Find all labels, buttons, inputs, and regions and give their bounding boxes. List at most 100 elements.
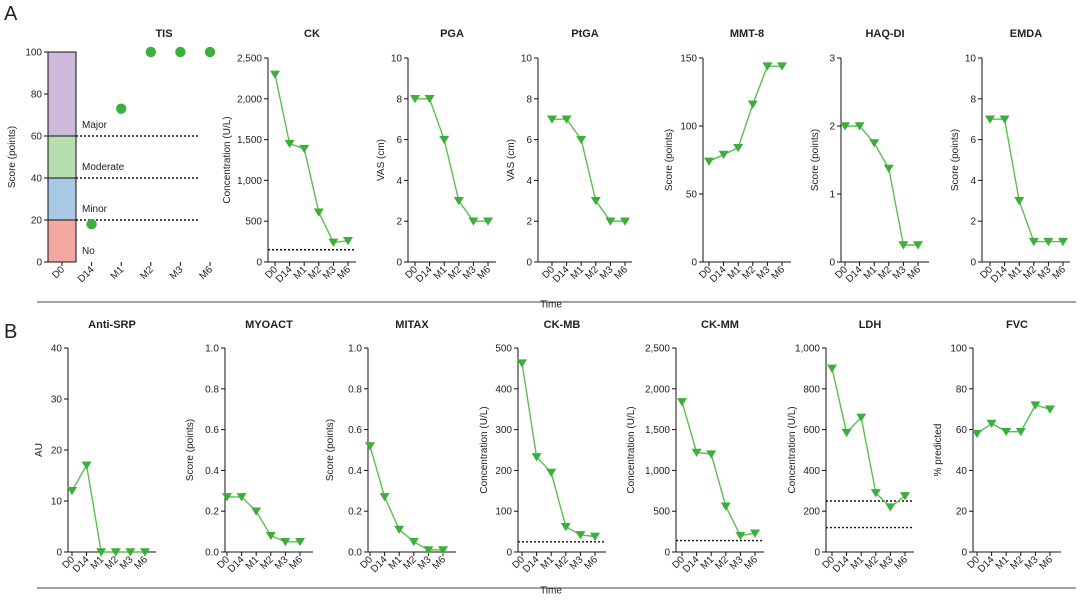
y-tick-label: 6: [396, 135, 402, 146]
y-axis-label: Concentration (U/L): [222, 116, 233, 203]
data-point-marker: [560, 522, 571, 532]
time-label-a: Time: [540, 300, 562, 311]
data-point-marker: [986, 419, 997, 428]
y-tick-label: 8: [526, 94, 532, 105]
y-tick-label: 0.8: [348, 384, 362, 395]
panel-label-b: B: [4, 321, 17, 343]
data-point-marker: [410, 95, 420, 104]
x-tick-label: D0: [50, 264, 67, 281]
chart-title: LDH: [859, 319, 882, 331]
y-tick-label: 400: [803, 466, 820, 477]
chart-title: TIS: [155, 28, 172, 40]
chart-title: EMDA: [1010, 28, 1042, 40]
series-line: [552, 118, 625, 222]
x-tick-label: M6: [336, 264, 354, 282]
y-tick-label: 20: [31, 216, 43, 227]
y-tick-label: 0: [970, 258, 976, 269]
y-tick-label: 100: [950, 344, 967, 355]
data-point-marker: [1028, 237, 1039, 247]
data-point-marker: [898, 241, 909, 250]
y-tick-label: 800: [803, 384, 820, 395]
y-tick-label: 500: [245, 217, 262, 228]
chart-ckmm: 05001,0001,5002,0002,500D0D14M1M2M3M6CK-…: [626, 319, 764, 575]
series-line: [845, 125, 918, 246]
data-point-marker: [204, 46, 216, 58]
data-point-marker: [547, 115, 557, 124]
y-tick-label: 20: [956, 507, 968, 518]
data-point-marker: [145, 46, 156, 58]
data-point-marker: [236, 493, 247, 502]
y-tick-label: 500: [653, 507, 670, 518]
y-tick-label: 1.0: [348, 344, 362, 355]
data-point-marker: [706, 450, 717, 459]
data-point-marker: [546, 468, 557, 477]
y-axis-label: Concentration (U/L): [626, 406, 637, 493]
y-tick-label: 1,500: [645, 425, 670, 436]
y-tick-label: 40: [51, 344, 63, 355]
y-tick-label: 80: [956, 384, 968, 395]
data-point-marker: [1015, 427, 1026, 437]
y-tick-label: 2: [396, 217, 402, 228]
y-tick-label: 400: [495, 384, 512, 395]
chart-title: Anti-SRP: [88, 319, 136, 331]
y-tick-label: 0: [526, 258, 532, 269]
data-point-marker: [517, 359, 527, 368]
data-point-marker: [883, 164, 894, 173]
y-axis-label: Concentration (U/L): [479, 406, 490, 493]
data-point-marker: [483, 217, 493, 226]
x-tick-label: M6: [431, 554, 449, 572]
x-tick-label: M6: [133, 554, 151, 572]
y-axis-label: Concentration (U/L): [787, 406, 798, 493]
y-tick-label: 600: [803, 425, 820, 436]
series-line: [708, 65, 782, 162]
y-tick-label: 4: [526, 176, 532, 187]
data-point-marker: [280, 538, 291, 547]
y-tick-label: 1,000: [795, 344, 820, 355]
data-point-marker: [869, 139, 880, 148]
y-axis-label: Score (points): [7, 126, 18, 188]
x-tick-label: M3: [168, 264, 186, 282]
y-tick-label: 40: [956, 466, 968, 477]
chart-myoact: 0.00.20.40.60.81.0D0D14M1M2M3M6MYOACTSco…: [185, 319, 313, 575]
chart-title: MMT-8: [730, 28, 764, 40]
y-tick-label: 0.6: [205, 425, 219, 436]
data-point-marker: [140, 548, 150, 557]
y-tick-label: 1.0: [205, 344, 219, 355]
data-point-marker: [704, 157, 714, 166]
y-tick-label: 1,000: [237, 176, 262, 187]
chart-title: CK: [304, 28, 320, 40]
y-tick-label: 60: [31, 132, 43, 143]
chart-title: HAQ-DI: [865, 28, 904, 40]
y-tick-label: 150: [680, 54, 697, 65]
data-point-marker: [575, 531, 586, 540]
chart-title: MITAX: [395, 319, 429, 331]
band-label: Major: [82, 120, 108, 131]
x-tick-label: M6: [583, 554, 601, 572]
y-tick-label: 2,500: [645, 344, 670, 355]
data-point-marker: [718, 150, 729, 160]
chart-title: MYOACT: [245, 319, 293, 331]
data-point-marker: [840, 122, 850, 131]
data-point-marker: [999, 115, 1010, 124]
chart-title: CK-MB: [544, 319, 581, 331]
data-point-marker: [438, 546, 448, 555]
data-point-marker: [777, 62, 787, 71]
chart-title: PtGA: [571, 28, 599, 40]
x-tick-label: M6: [743, 554, 761, 572]
y-tick-label: 0: [256, 258, 262, 269]
data-point-marker: [284, 139, 295, 149]
data-point-marker: [313, 208, 324, 217]
data-point-marker: [576, 135, 587, 145]
y-axis-label: VAS (cm): [376, 139, 387, 181]
data-point-marker: [750, 529, 760, 538]
y-tick-label: 0: [829, 258, 835, 269]
y-tick-label: 300: [495, 425, 512, 436]
y-tick-label: 0.2: [348, 507, 362, 518]
data-point-marker: [439, 135, 450, 145]
chart-ck: 05001,0001,5002,0002,500D0D14M1M2M3M6CKC…: [222, 28, 356, 285]
y-tick-label: 2,000: [645, 384, 670, 395]
